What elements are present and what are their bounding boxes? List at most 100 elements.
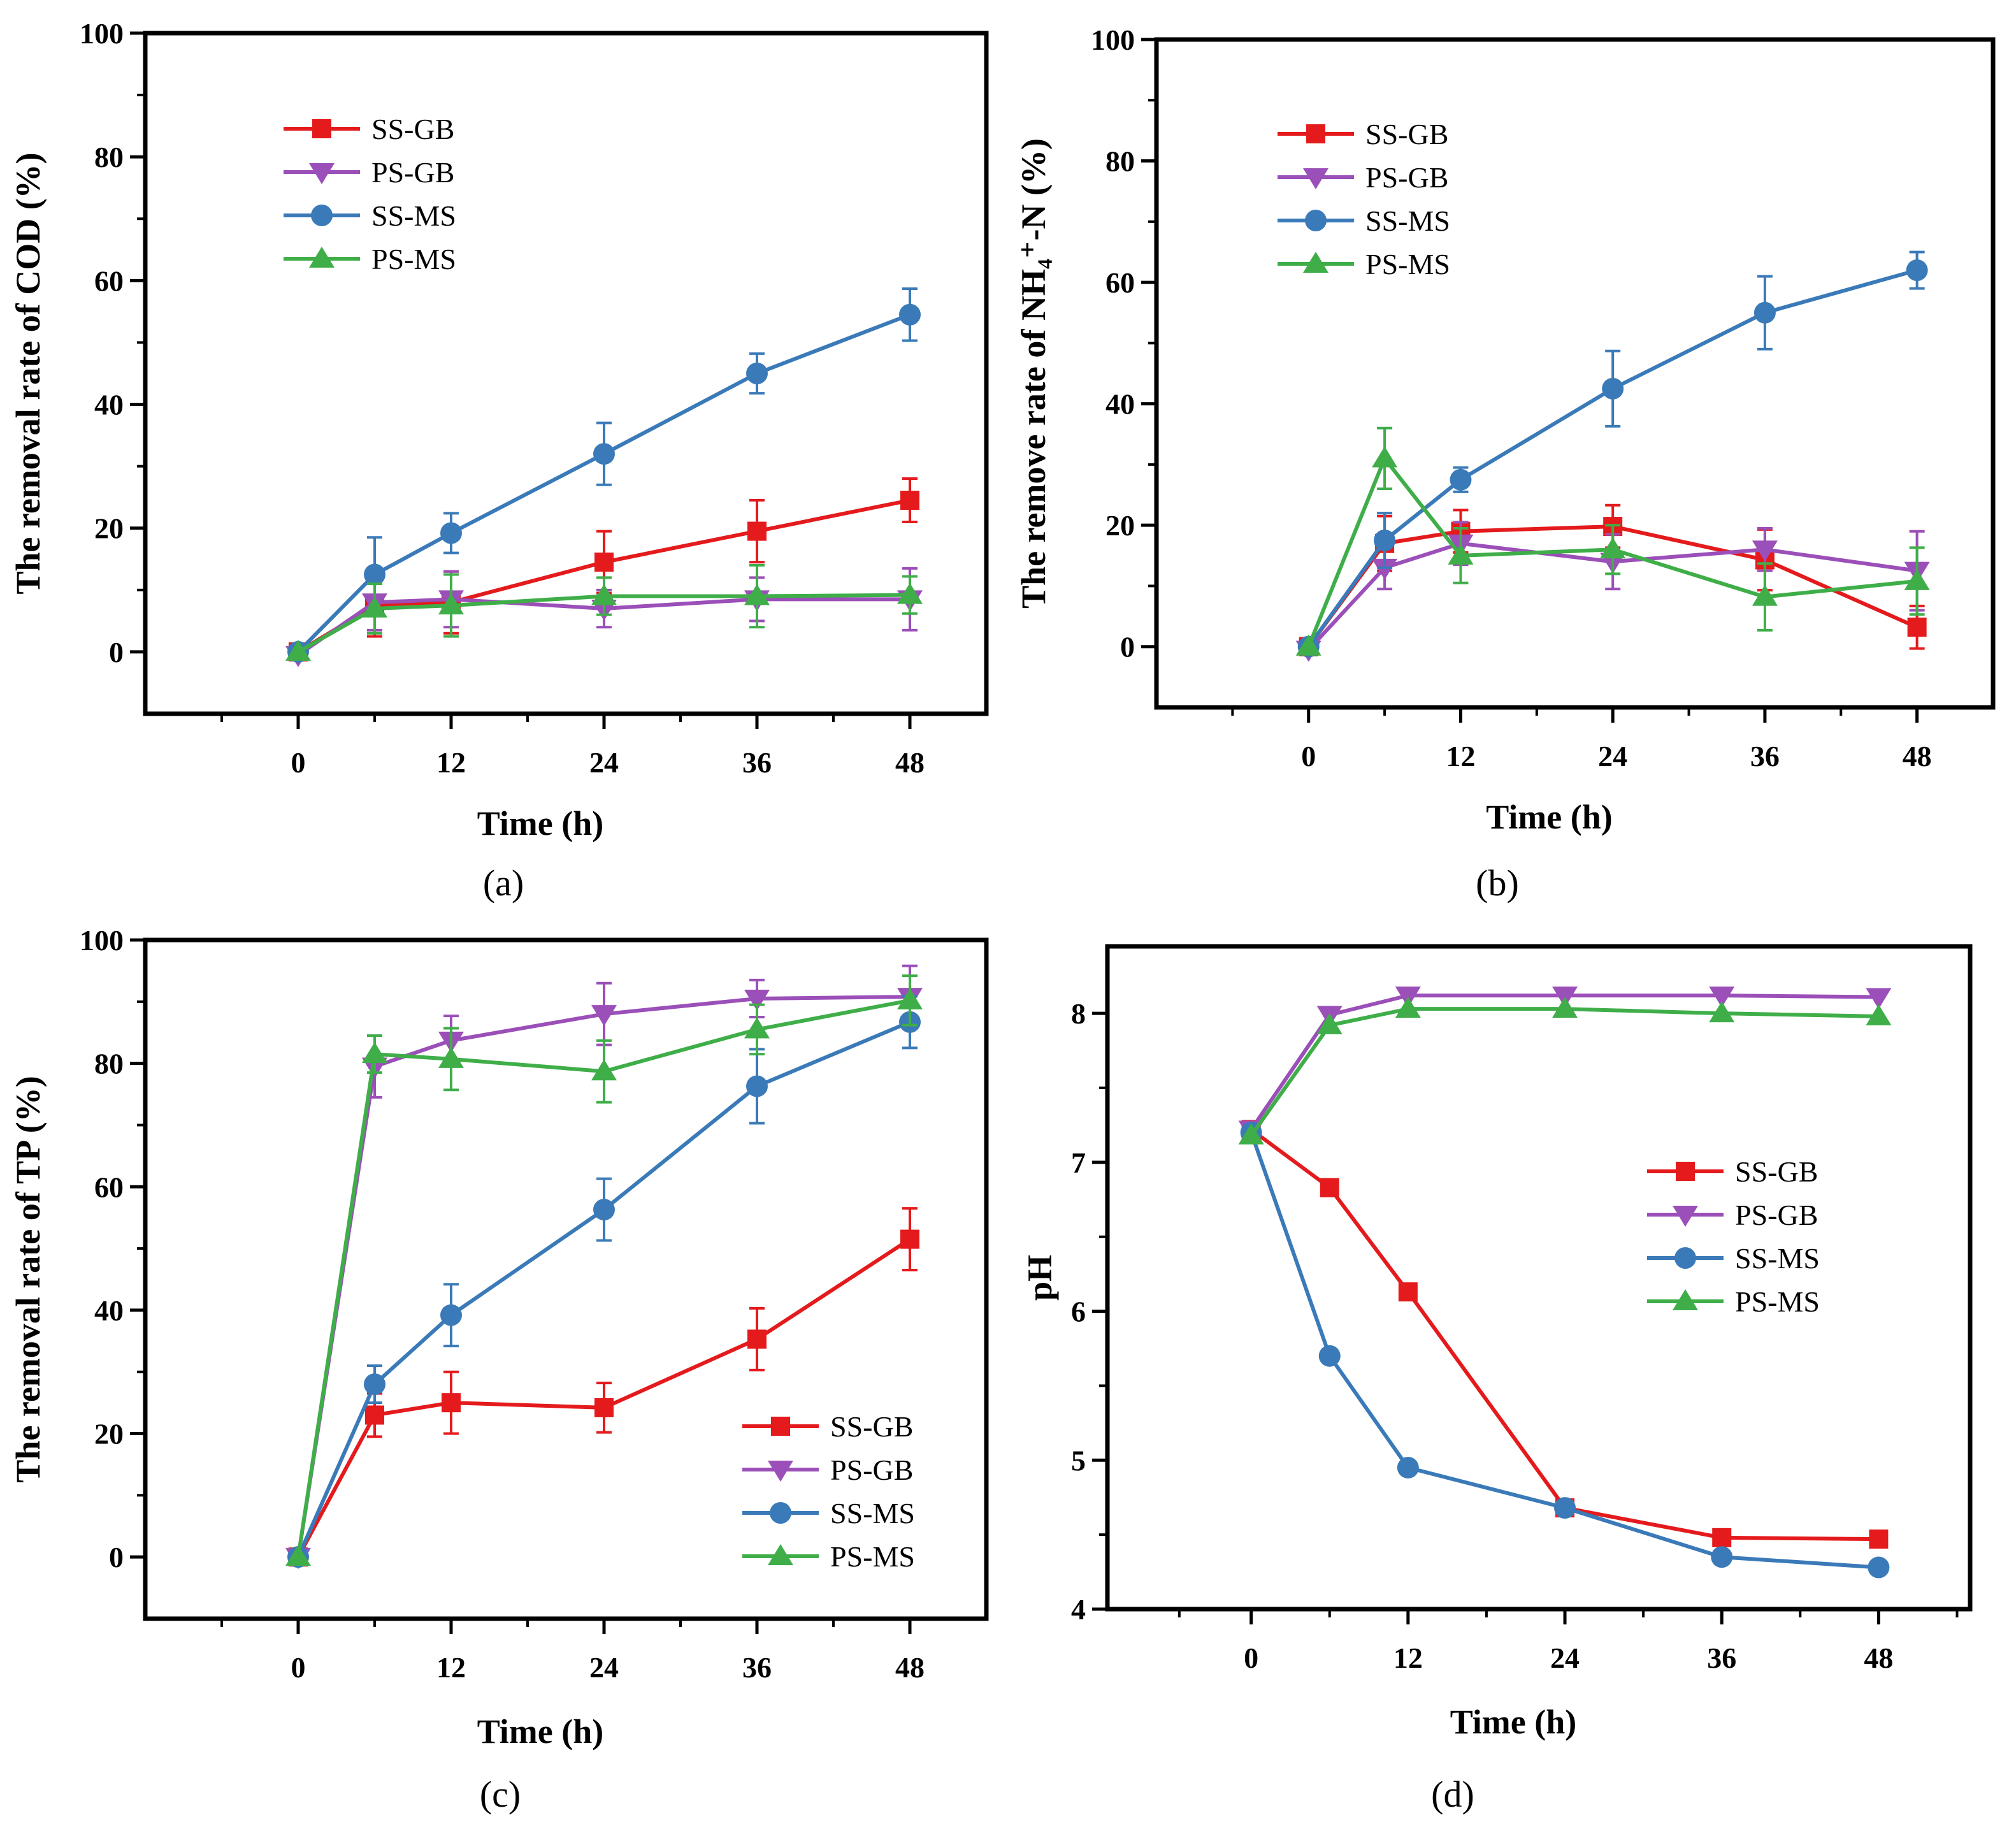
y-tick-label: 0	[109, 636, 124, 669]
x-tick-label: 36	[1750, 740, 1780, 772]
data-point	[1602, 377, 1624, 400]
x-axis-title: Time (h)	[477, 1712, 604, 1751]
y-tick-label: 100	[80, 924, 124, 957]
legend-marker	[1676, 1162, 1695, 1181]
legend-marker	[1305, 210, 1327, 231]
legend-item-ps-gb: PS-GB	[1647, 1199, 1818, 1231]
chart-panel-d: 0 12 24 36 48 4 5 6 7 8 Time (h) pH (d) SS-GB PS-GB SS-…	[1021, 944, 1973, 1815]
data-point	[744, 584, 770, 605]
data-point	[364, 1373, 385, 1396]
panel-label: (b)	[1476, 862, 1519, 904]
data-point	[1450, 468, 1472, 491]
data-point	[1600, 537, 1626, 559]
chart-panel-b: 0 12 24 36 48 0 20 40 60 80 100 Time (h) The remove …	[1014, 24, 1996, 904]
legend-item-ps-gb: PS-GB	[742, 1454, 913, 1486]
legend-item-ss-gb: SS-GB	[742, 1410, 913, 1443]
series-line	[1249, 1007, 1879, 1137]
legend-label: SS-GB	[1735, 1155, 1818, 1188]
legend-label: PS-GB	[371, 156, 454, 189]
legend-label: SS-MS	[1365, 205, 1450, 237]
legend-item-ss-gb: SS-GB	[284, 113, 454, 145]
x-tick-label: 24	[1598, 740, 1627, 772]
legend-marker	[1303, 252, 1328, 273]
x-tick-label: 0	[1244, 1642, 1258, 1674]
legend-item-ps-ms: PS-MS	[1278, 248, 1450, 280]
data-point	[1753, 301, 1776, 324]
data-point	[1238, 1123, 1264, 1145]
legend-label: SS-GB	[1365, 118, 1448, 150]
legend-marker	[309, 163, 335, 184]
y-axis-title: The removal rate of TP (%)	[9, 1076, 47, 1482]
legend-marker	[1674, 1247, 1696, 1269]
data-point	[594, 553, 614, 572]
y-tick-label: 4	[1071, 1593, 1086, 1626]
y-tick-label: 0	[109, 1541, 124, 1573]
data-point	[1318, 1345, 1341, 1367]
data-point	[897, 582, 923, 604]
x-tick-label: 12	[436, 1651, 466, 1684]
legend-label: SS-MS	[830, 1497, 915, 1529]
plot-frame	[143, 31, 989, 716]
data-point	[1398, 1282, 1418, 1302]
plot-frame	[143, 937, 989, 1621]
legend-marker	[771, 1417, 790, 1436]
x-axis-title: Time (h)	[477, 804, 604, 842]
legend-marker	[311, 205, 333, 226]
series-ss-gb	[1241, 1120, 1889, 1549]
x-tick-label: 0	[291, 746, 306, 779]
plot-frame	[1105, 944, 1973, 1612]
x-tick-label: 0	[1301, 740, 1316, 772]
data-point	[591, 1005, 617, 1027]
data-point	[1904, 568, 1930, 590]
y-tick-label: 80	[94, 141, 124, 173]
x-axis-title: Time (h)	[1450, 1703, 1577, 1741]
y-tick-label: 100	[1091, 24, 1135, 56]
panel-label: (a)	[483, 862, 524, 904]
data-point	[1866, 1004, 1892, 1025]
legend-label: PS-MS	[1365, 248, 1450, 280]
data-point	[593, 1199, 615, 1221]
series-line	[296, 1238, 911, 1558]
y-axis-title: The removal rate of COD (%)	[9, 152, 47, 594]
data-point	[438, 593, 464, 615]
data-point	[591, 1059, 617, 1081]
legend-marker	[1673, 1206, 1698, 1227]
data-point	[897, 988, 923, 1009]
series-line	[1307, 268, 1918, 648]
data-point	[1554, 1497, 1576, 1519]
data-point	[1372, 558, 1398, 580]
legend-item-ss-gb: SS-GB	[1278, 118, 1448, 150]
legend-label: PS-MS	[1735, 1285, 1820, 1318]
data-point	[1395, 997, 1421, 1018]
data-point	[1374, 530, 1396, 551]
y-tick-label: 20	[1105, 509, 1135, 542]
legend-marker	[1303, 168, 1328, 189]
series-line	[296, 312, 911, 654]
data-point	[593, 443, 615, 465]
legend-marker	[1306, 124, 1325, 143]
data-point	[1906, 259, 1928, 282]
legend-marker	[768, 1544, 793, 1565]
data-point	[746, 1075, 768, 1097]
data-point	[747, 1329, 767, 1349]
legend-item-ps-ms: PS-MS	[742, 1540, 915, 1573]
data-point	[1752, 584, 1778, 606]
x-tick-label: 36	[1707, 1642, 1736, 1674]
legend-label: PS-GB	[1365, 161, 1448, 194]
x-tick-label: 36	[742, 1651, 772, 1684]
legend-label: SS-GB	[371, 113, 454, 145]
legend-item-ps-ms: PS-MS	[1647, 1285, 1820, 1318]
series-line	[297, 597, 910, 657]
legend-item-ss-gb: SS-GB	[1647, 1155, 1818, 1188]
chart-panel-a: 0 12 24 36 48 0 20 40 60 80 100 Time (h) The removal…	[9, 17, 989, 904]
data-point	[1869, 1529, 1889, 1549]
x-tick-label: 48	[1864, 1642, 1893, 1674]
data-point	[440, 1304, 462, 1326]
data-point	[440, 522, 462, 544]
x-tick-label: 48	[1903, 740, 1932, 772]
chart-panel-c: 0 12 24 36 48 0 20 40 60 80 100 Time (h) The removal…	[9, 924, 989, 1815]
y-axis-title: The remove rate of NH₄⁺-N (%)	[1014, 138, 1053, 609]
legend-marker	[312, 119, 331, 138]
series-line	[296, 998, 911, 1558]
legend-label: PS-GB	[1735, 1199, 1818, 1231]
